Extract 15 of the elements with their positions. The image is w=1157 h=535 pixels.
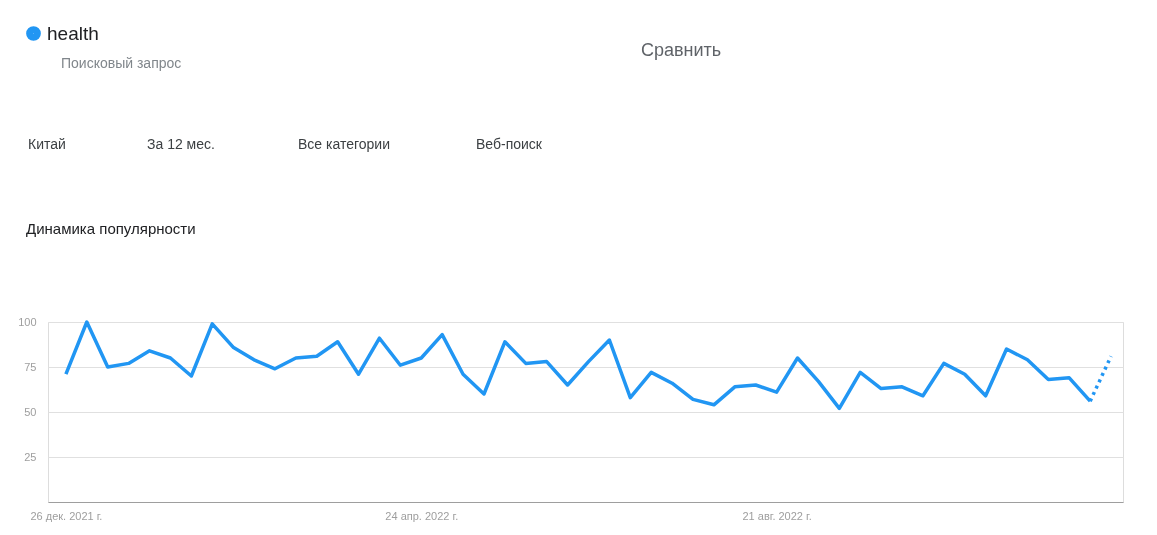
text: Китай — [28, 136, 66, 152]
x-tick-label: 24 апр. 2022 г. — [385, 509, 459, 522]
text: Поисковый запрос — [61, 55, 182, 71]
x-tick-label: 26 дек. 2021 г. — [30, 509, 103, 522]
text: Сравнить — [641, 40, 722, 60]
y-tick-label: 25 — [24, 450, 37, 463]
text: Все категории — [298, 136, 390, 152]
text: Веб-поиск — [476, 136, 543, 152]
y-tick-label: 100 — [18, 315, 37, 328]
x-tick-label: 21 авг. 2022 г. — [742, 509, 812, 522]
y-tick-label: 50 — [24, 405, 37, 418]
text: За 12 мес. — [147, 136, 215, 152]
y-tick-label: 75 — [24, 360, 37, 373]
legend-label: health — [47, 22, 99, 44]
chart-title: Динамика популярности — [26, 220, 196, 237]
